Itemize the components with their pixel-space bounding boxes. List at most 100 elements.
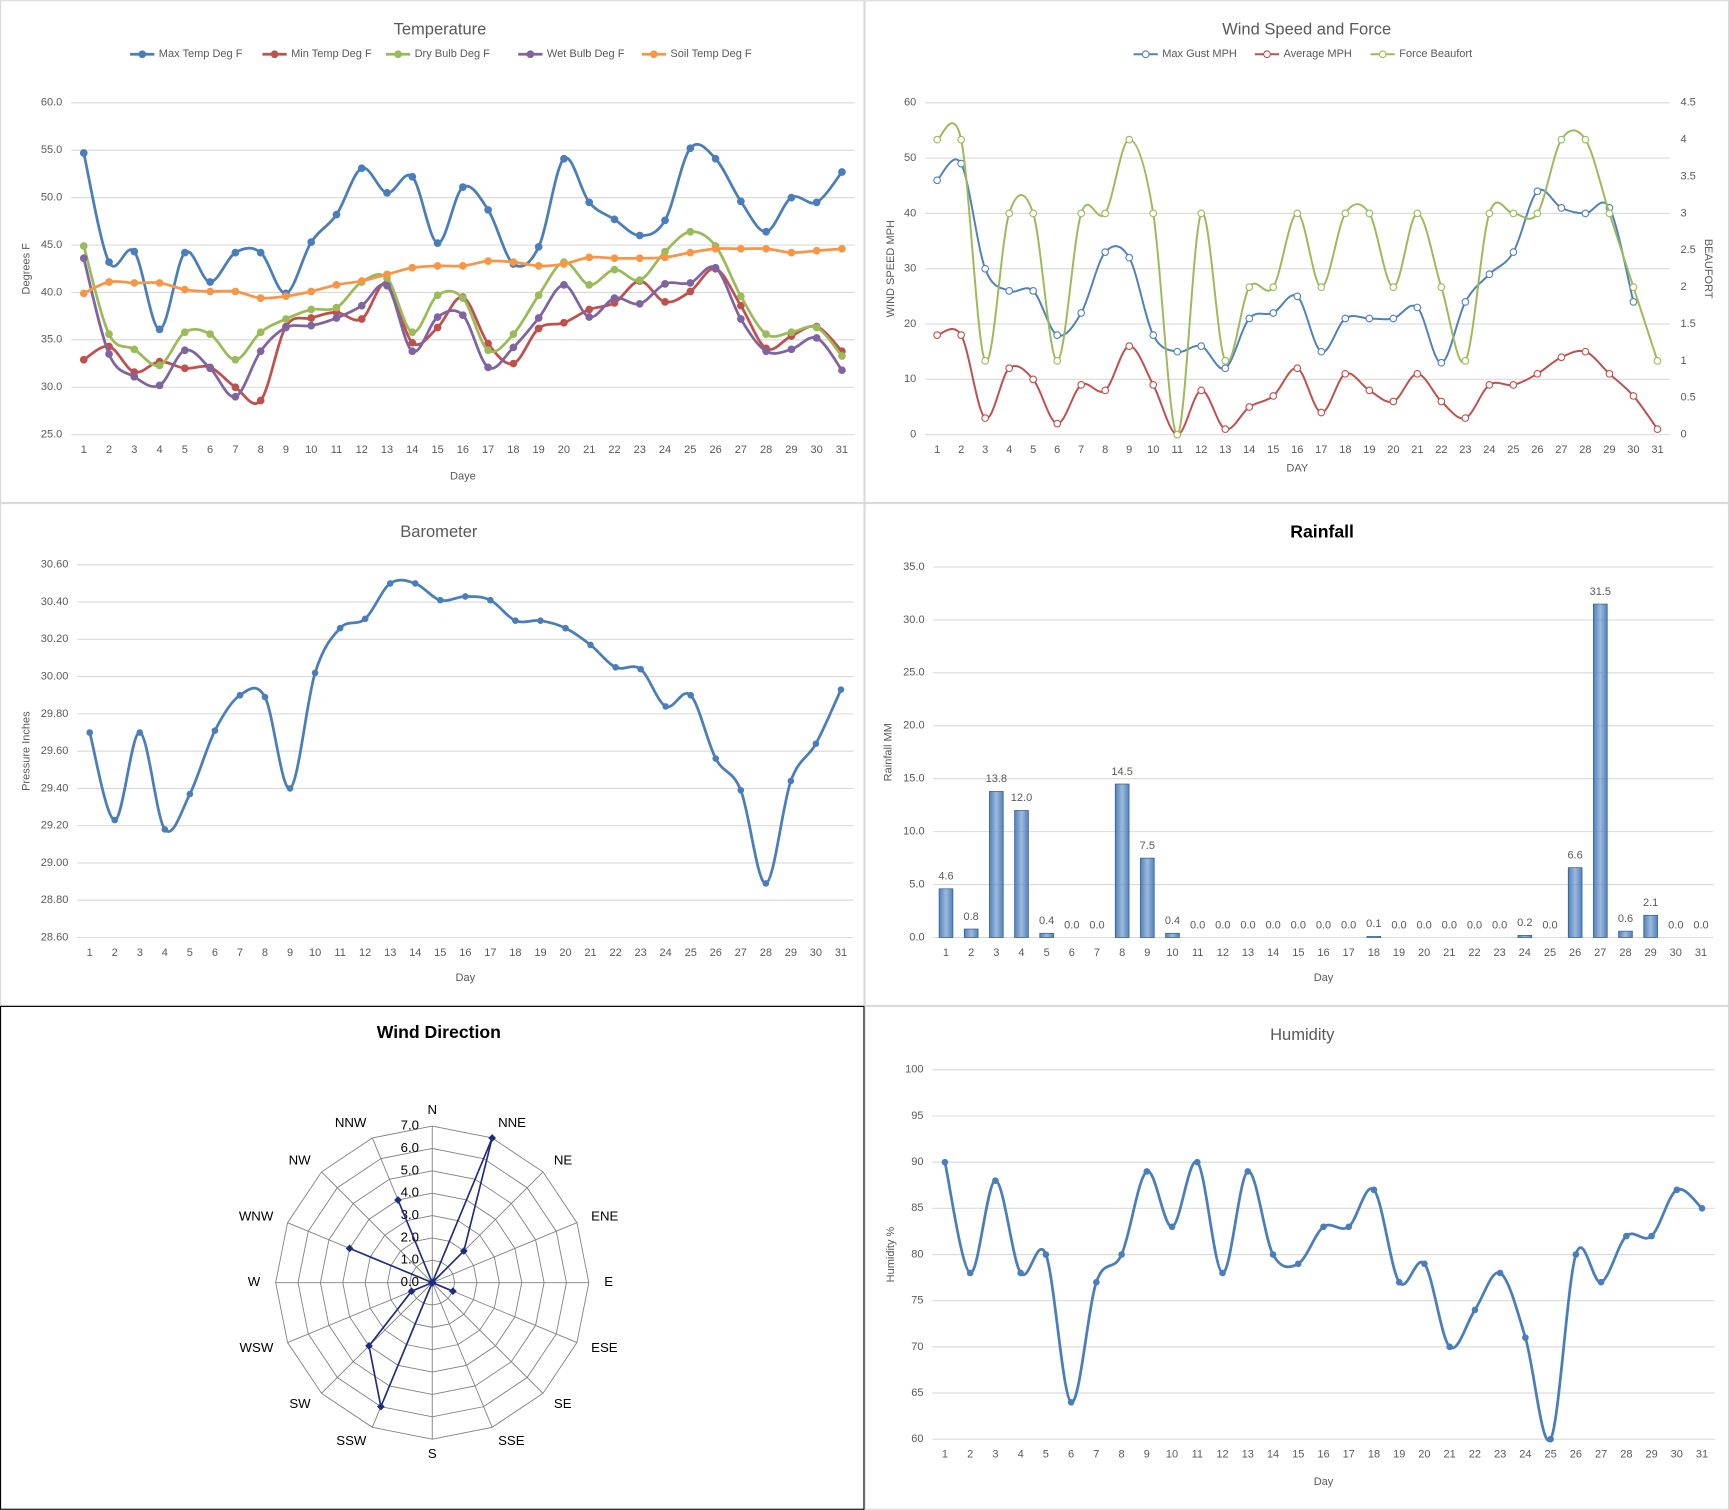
marker	[449, 1287, 457, 1296]
y-tick-label: 35.0	[903, 561, 924, 573]
bar	[1114, 783, 1130, 938]
legend-label: Dry Bulb Deg F	[415, 48, 491, 60]
marker	[261, 693, 269, 701]
x-tick-label: 15	[1292, 1449, 1304, 1461]
marker	[711, 154, 720, 163]
marker	[484, 363, 492, 372]
marker	[1269, 1251, 1277, 1258]
x-tick-label: 22	[609, 947, 621, 959]
marker	[1245, 283, 1254, 292]
x-tick-label: 11	[1192, 947, 1203, 959]
marker	[206, 278, 214, 286]
spoke	[432, 1222, 578, 1284]
marker	[1143, 1168, 1151, 1175]
marker	[534, 314, 543, 322]
spoke	[432, 1282, 578, 1343]
marker	[256, 294, 265, 302]
x-tick-label: 23	[1459, 444, 1471, 456]
marker	[1533, 209, 1542, 218]
y-tick-label: 95	[911, 1110, 923, 1122]
y2-tick-label: 2.5	[1680, 244, 1695, 256]
marker	[332, 210, 341, 219]
marker	[1341, 314, 1350, 323]
legend-marker	[650, 50, 658, 59]
marker	[111, 816, 119, 824]
category-label: E	[604, 1274, 613, 1289]
line-series	[943, 1160, 1703, 1443]
data-label: 6.6	[1567, 849, 1582, 861]
x-tick-label: 16	[1317, 947, 1329, 959]
marker	[1581, 209, 1590, 218]
x-tick-label: 30	[1670, 947, 1682, 959]
x-tick-label: 10	[1166, 947, 1178, 959]
data-label: 0.1	[1366, 918, 1381, 930]
y-tick-label: 28.80	[41, 894, 69, 906]
bar	[989, 791, 1004, 938]
marker	[585, 280, 594, 289]
marker	[180, 328, 189, 337]
marker	[79, 149, 88, 157]
marker	[1317, 283, 1326, 292]
y-tick-label: 45.0	[41, 239, 62, 251]
x-tick-label: 16	[1317, 1449, 1329, 1461]
marker	[357, 164, 366, 173]
marker	[787, 328, 796, 337]
marker	[386, 580, 394, 587]
legend-label: Max Temp Deg F	[159, 48, 243, 60]
marker	[1509, 381, 1518, 389]
x-tick-label: 8	[258, 444, 264, 456]
bar	[1593, 603, 1608, 938]
marker	[79, 355, 88, 364]
x-tick-label: 13	[1219, 444, 1231, 456]
marker	[612, 663, 619, 671]
x-tick-label: 29	[785, 947, 797, 959]
x-tick-label: 23	[634, 947, 646, 959]
legend-label: Soil Temp Deg F	[670, 48, 751, 60]
marker	[560, 260, 568, 268]
marker	[1173, 347, 1182, 356]
marker	[433, 262, 442, 270]
data-label: 0.8	[964, 911, 979, 923]
marker	[562, 624, 569, 632]
marker	[180, 346, 189, 355]
marker	[1370, 1186, 1378, 1194]
x-tick-label: 1	[943, 947, 949, 959]
marker	[534, 324, 543, 333]
marker	[357, 301, 366, 310]
chart-title: Wind Direction	[377, 1022, 501, 1042]
x-tick-label: 31	[835, 947, 847, 959]
x-tick-label: 18	[509, 947, 521, 959]
marker	[105, 258, 113, 266]
marker	[155, 381, 164, 390]
marker	[458, 183, 467, 192]
marker	[1118, 1251, 1125, 1258]
marker	[635, 276, 644, 284]
marker	[762, 347, 770, 356]
marker	[1629, 298, 1638, 306]
marker	[1029, 286, 1038, 295]
marker	[361, 615, 369, 623]
marker	[837, 686, 845, 693]
bar	[1643, 914, 1658, 938]
marker	[1572, 1251, 1580, 1258]
x-tick-label: 11	[331, 444, 342, 456]
category-label: WSW	[240, 1340, 274, 1355]
marker	[1471, 1306, 1479, 1314]
data-label: 0.0	[1391, 919, 1406, 931]
marker	[231, 392, 240, 401]
x-tick-label: 15	[431, 444, 443, 456]
marker	[686, 248, 695, 257]
category-label: NW	[289, 1152, 312, 1167]
x-tick-label: 30	[810, 947, 822, 959]
x-tick-label: 31	[1696, 1449, 1708, 1461]
marker	[79, 242, 88, 250]
marker	[1648, 1232, 1655, 1240]
data-label: 4.6	[938, 871, 953, 883]
marker	[560, 154, 568, 163]
y-tick-label: 30.20	[41, 633, 69, 645]
marker	[1125, 342, 1134, 351]
x-tick-label: 11	[1172, 444, 1183, 456]
bar	[1140, 857, 1155, 938]
marker	[1437, 397, 1446, 406]
marker	[933, 331, 942, 339]
